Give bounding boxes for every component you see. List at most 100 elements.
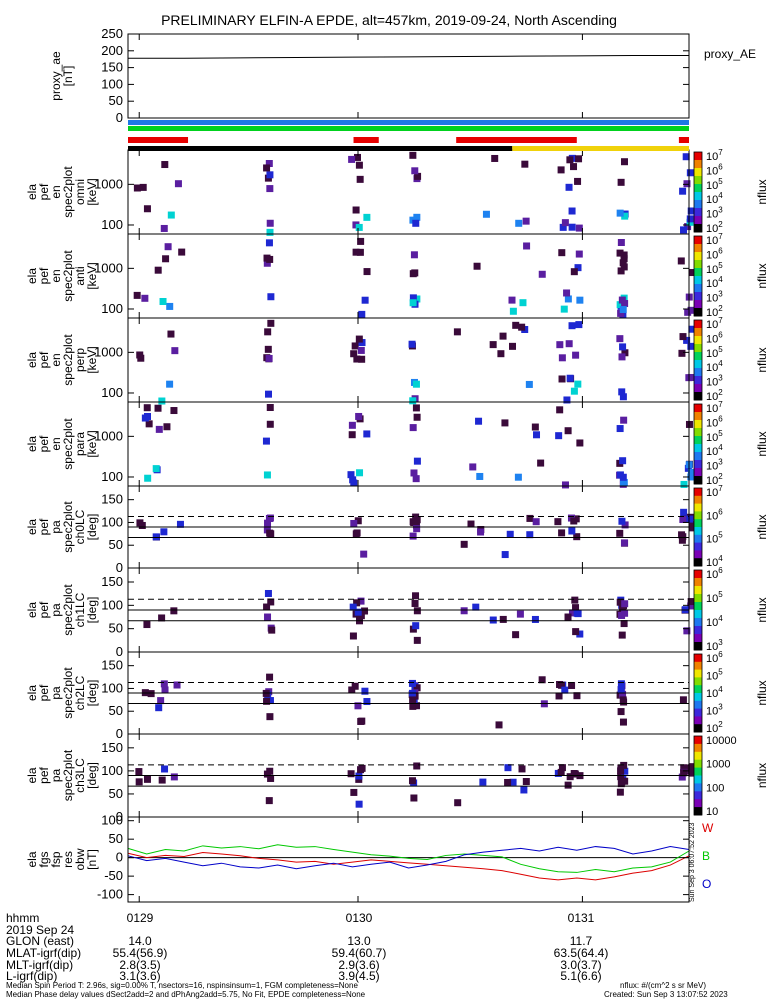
heatmap-cell <box>559 223 567 231</box>
ylabel-line: ela <box>25 268 39 284</box>
ylabel-line: [deg] <box>85 762 99 789</box>
heatmap-cell <box>501 551 509 559</box>
ephemeris-table: GLON (east) 14.0 13.0 11.7 MLAT-igrf(dip… <box>6 934 608 983</box>
heatmap-cell <box>454 799 462 807</box>
colorbar-tick: 107 <box>706 232 723 247</box>
heatmap-cell <box>678 536 686 544</box>
colorbar-band <box>694 783 702 792</box>
heatmap-cell <box>264 589 272 597</box>
heatmap-cell <box>619 690 627 698</box>
colorbar-tick: 107 <box>706 148 723 163</box>
heatmap-cell <box>566 156 574 164</box>
ytick-label: 100 <box>101 597 123 612</box>
colorbar-band <box>694 586 702 595</box>
heatmap-cell <box>565 340 573 348</box>
heatmap-cell <box>570 517 578 525</box>
ephem-value: 59.4(60.7) <box>332 946 387 960</box>
heatmap-cell <box>477 528 485 536</box>
heatmap-cell <box>263 603 271 611</box>
heatmap-cell <box>412 380 420 388</box>
heatmap-cell <box>413 636 421 644</box>
panel-frame <box>127 33 690 119</box>
footer-units: nflux: #/(cm^2 s sr MeV) <box>620 981 706 990</box>
heatmap-cell <box>475 417 483 425</box>
heatmap-cell <box>558 764 566 772</box>
colorbar-tick: 107 <box>706 316 723 331</box>
heatmap-cell <box>143 775 151 783</box>
colorbar-tick: 106 <box>706 162 723 177</box>
ylabel-line: ela <box>25 184 39 200</box>
heatmap-cell <box>152 533 160 541</box>
heatmap-cell <box>619 696 627 704</box>
heatmap-cell <box>499 332 507 340</box>
ylabel-line: [deg] <box>85 514 99 541</box>
colorbar-frame <box>693 403 703 485</box>
heatmap-cell <box>266 255 274 263</box>
ephem-value: 3.9(4.5) <box>338 969 379 983</box>
heatmap-cell <box>473 262 481 270</box>
ylabel-line: spec2plot <box>61 749 75 801</box>
heatmap-cell <box>556 406 564 414</box>
heatmap-cell <box>349 476 357 484</box>
colorbar-tick: 102 <box>706 720 723 735</box>
heatmap-cell <box>617 780 625 788</box>
heatmap-cell <box>351 342 359 350</box>
ylabel-line: spec2plot <box>61 584 75 636</box>
heatmap-cell <box>266 697 274 705</box>
heatmap-cell <box>619 473 627 481</box>
heatmap-cell <box>568 609 576 617</box>
heatmap-cell <box>143 404 151 412</box>
heatmap-cell <box>572 604 580 612</box>
heatmap-cell <box>139 183 147 191</box>
ylabel-line: en <box>49 353 63 366</box>
colorbar-tick: 104 <box>706 443 723 458</box>
heatmap-cell <box>526 514 534 522</box>
heatmap-cell <box>348 431 356 439</box>
heatmap-cell <box>512 321 520 329</box>
ylabel-line: pef <box>37 267 51 284</box>
colorbar-label: nflux <box>755 347 769 372</box>
ephem-value: 13.0 <box>347 934 371 948</box>
heatmap-cell <box>143 205 151 213</box>
heatmap-cell <box>265 160 273 168</box>
heatmap-cell <box>620 539 628 547</box>
heatmap-cell <box>155 704 163 712</box>
colorbar-band <box>694 368 702 377</box>
colorbar-band <box>694 767 702 776</box>
heatmap-cell <box>166 380 174 388</box>
heatmap-cell <box>160 680 168 688</box>
heatmap-cell <box>263 697 271 705</box>
heatmap-cell <box>413 702 421 710</box>
ytick-label: 150 <box>101 492 123 507</box>
heatmap-cell <box>679 515 687 523</box>
heatmap-cell <box>353 599 361 607</box>
heatmap-cell <box>357 597 365 605</box>
heatmap-cell <box>453 328 461 336</box>
heatmap-cell <box>267 319 275 327</box>
ytick-label: 100 <box>101 217 123 232</box>
ylabel-line: anti <box>73 266 87 285</box>
date-label: 2019 Sep 24 <box>6 923 74 937</box>
heatmap-cell <box>355 800 363 808</box>
heatmap-cell <box>412 513 420 521</box>
heatmap-cell <box>621 609 629 617</box>
heatmap-cell <box>347 471 355 479</box>
colorbar-tick: 103 <box>706 703 723 718</box>
ylabel-line: pef <box>37 183 51 200</box>
colorbar-label: nflux <box>755 514 769 539</box>
heatmap-cell <box>352 206 360 214</box>
heatmap-cell <box>618 604 626 612</box>
ylabel-line: ch2LC <box>73 675 87 710</box>
heatmap-cell <box>563 289 571 297</box>
colorbar-band <box>694 152 702 161</box>
heatmap-cell <box>173 681 181 689</box>
heatmap-cell <box>566 773 574 781</box>
time-tick-0131: 0131 <box>568 911 595 925</box>
heatmap-cell <box>619 457 627 465</box>
heatmap-cell <box>617 773 625 781</box>
